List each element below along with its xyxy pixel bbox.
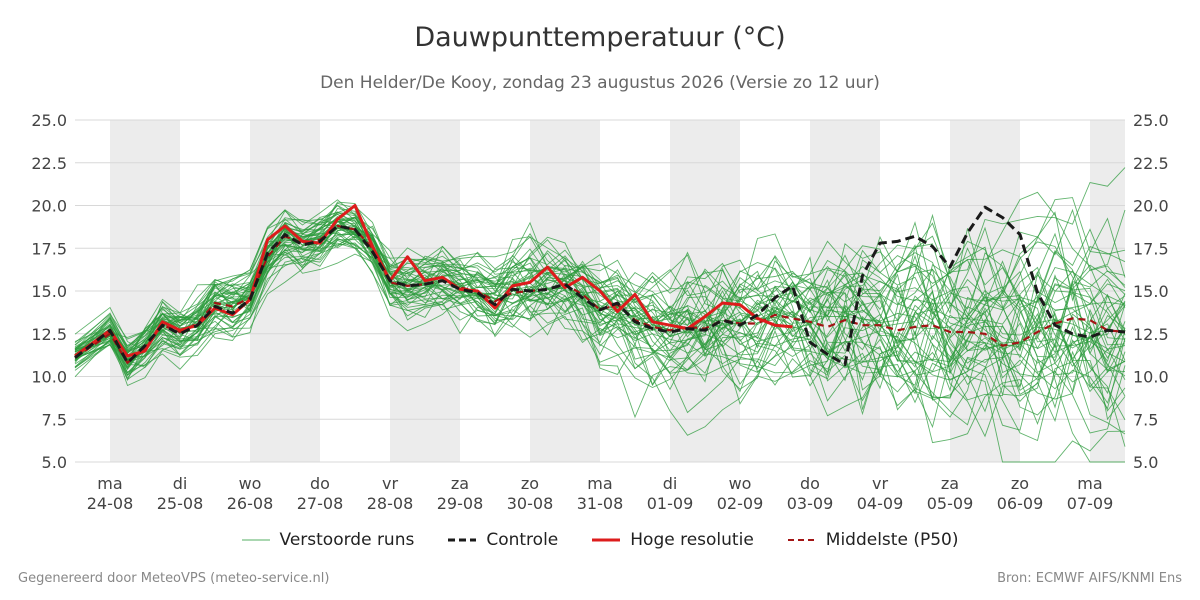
legend-median-swatch bbox=[787, 539, 816, 541]
y-tick-label-right: 10.0 bbox=[1133, 368, 1169, 387]
legend-item-ensemble: Verstoorde runs bbox=[241, 530, 415, 550]
axes: 5.0 5.0 7.5 7.5 10.0 10.0 12.5 12.5 15.0 15.0 17.5… bbox=[31, 111, 1168, 513]
x-tick-day: ma bbox=[97, 474, 122, 493]
legend-ensemble-label: Verstoorde runs bbox=[279, 530, 415, 550]
y-tick-label-left: 15.0 bbox=[31, 282, 67, 301]
ensemble-member-line bbox=[74, 227, 1125, 463]
legend-item-median: Middelste (P50) bbox=[787, 530, 959, 550]
ensemble-member-line bbox=[74, 229, 1126, 419]
x-tick-date: 31-08 bbox=[577, 494, 624, 513]
y-tick-label-left: 17.5 bbox=[31, 239, 67, 258]
y-tick-label-left: 12.5 bbox=[31, 325, 67, 344]
x-tick-date: 04-09 bbox=[857, 494, 904, 513]
y-tick-label-left: 25.0 bbox=[31, 111, 67, 130]
x-tick-day: zo bbox=[1011, 474, 1029, 493]
x-tick-date: 06-09 bbox=[997, 494, 1044, 513]
ensemble-member-line bbox=[74, 218, 1126, 364]
chart-subtitle: Den Helder/De Kooy, zondag 23 augustus 2… bbox=[320, 73, 880, 93]
x-tick-date: 25-08 bbox=[157, 494, 204, 513]
y-tick-label-left: 7.5 bbox=[42, 410, 67, 429]
legend-item-hires: Hoge resolutie bbox=[592, 530, 754, 550]
x-tick-day: vr bbox=[872, 474, 888, 493]
x-tick-day: ma bbox=[1077, 474, 1102, 493]
footer-source-credit: Bron: ECMWF AIFS/KNMI Ens bbox=[997, 571, 1182, 586]
x-tick-day: do bbox=[310, 474, 330, 493]
legend: Verstoorde runs Controle Hoge resolutie … bbox=[0, 530, 1200, 550]
legend-hires-label: Hoge resolutie bbox=[630, 530, 754, 550]
legend-item-control: Controle bbox=[448, 530, 558, 550]
main-lines bbox=[74, 204, 1126, 366]
x-tick-date: 29-08 bbox=[437, 494, 484, 513]
x-tick-date: 07-09 bbox=[1067, 494, 1114, 513]
y-tick-label-left: 22.5 bbox=[31, 154, 67, 173]
y-tick-label-left: 20.0 bbox=[31, 197, 67, 216]
y-tick-label-right: 25.0 bbox=[1133, 111, 1169, 130]
x-tick-day: do bbox=[800, 474, 820, 493]
x-tick-date: 28-08 bbox=[367, 494, 414, 513]
x-tick-date: 01-09 bbox=[647, 494, 694, 513]
x-tick-day: vr bbox=[382, 474, 398, 493]
x-tick-date: 30-08 bbox=[507, 494, 554, 513]
x-tick-date: 03-09 bbox=[787, 494, 834, 513]
x-tick-day: za bbox=[941, 474, 959, 493]
x-tick-date: 26-08 bbox=[227, 494, 274, 513]
x-tick-day: wo bbox=[729, 474, 752, 493]
x-tick-day: ma bbox=[587, 474, 612, 493]
x-tick-day: di bbox=[663, 474, 678, 493]
chart-title: Dauwpunttemperatuur (°C) bbox=[414, 22, 786, 53]
y-tick-label-right: 7.5 bbox=[1133, 410, 1158, 429]
x-tick-date: 05-09 bbox=[927, 494, 974, 513]
y-tick-label-right: 12.5 bbox=[1133, 325, 1169, 344]
y-tick-label-right: 22.5 bbox=[1133, 154, 1169, 173]
x-tick-day: di bbox=[173, 474, 188, 493]
ensemble-member-line bbox=[74, 214, 1126, 410]
y-tick-label-right: 15.0 bbox=[1133, 282, 1169, 301]
x-tick-date: 24-08 bbox=[87, 494, 134, 513]
ensemble-member-line bbox=[74, 202, 1126, 409]
y-tick-label-left: 5.0 bbox=[42, 453, 67, 472]
legend-control-label: Controle bbox=[486, 530, 559, 550]
x-tick-date: 02-09 bbox=[717, 494, 764, 513]
legend-median-label: Middelste (P50) bbox=[825, 530, 959, 550]
legend-control-swatch bbox=[448, 538, 477, 542]
x-tick-day: za bbox=[451, 474, 469, 493]
x-tick-day: zo bbox=[521, 474, 539, 493]
y-tick-label-right: 20.0 bbox=[1133, 197, 1169, 216]
legend-ensemble-swatch bbox=[241, 539, 270, 541]
ensemble-member-line bbox=[74, 242, 1126, 371]
y-tick-label-left: 10.0 bbox=[31, 368, 67, 387]
footer-generator-credit: Gegenereerd door MeteoVPS (meteo-service… bbox=[18, 571, 330, 586]
y-tick-label-right: 17.5 bbox=[1133, 239, 1169, 258]
ensemble-member-line bbox=[74, 211, 1126, 426]
y-tick-label-right: 5.0 bbox=[1133, 453, 1158, 472]
x-tick-day: wo bbox=[239, 474, 262, 493]
control-line bbox=[74, 205, 1126, 366]
median-line bbox=[74, 224, 1126, 364]
ensemble-member-line bbox=[74, 209, 1126, 394]
legend-hires-swatch bbox=[592, 538, 621, 542]
x-tick-date: 27-08 bbox=[297, 494, 344, 513]
